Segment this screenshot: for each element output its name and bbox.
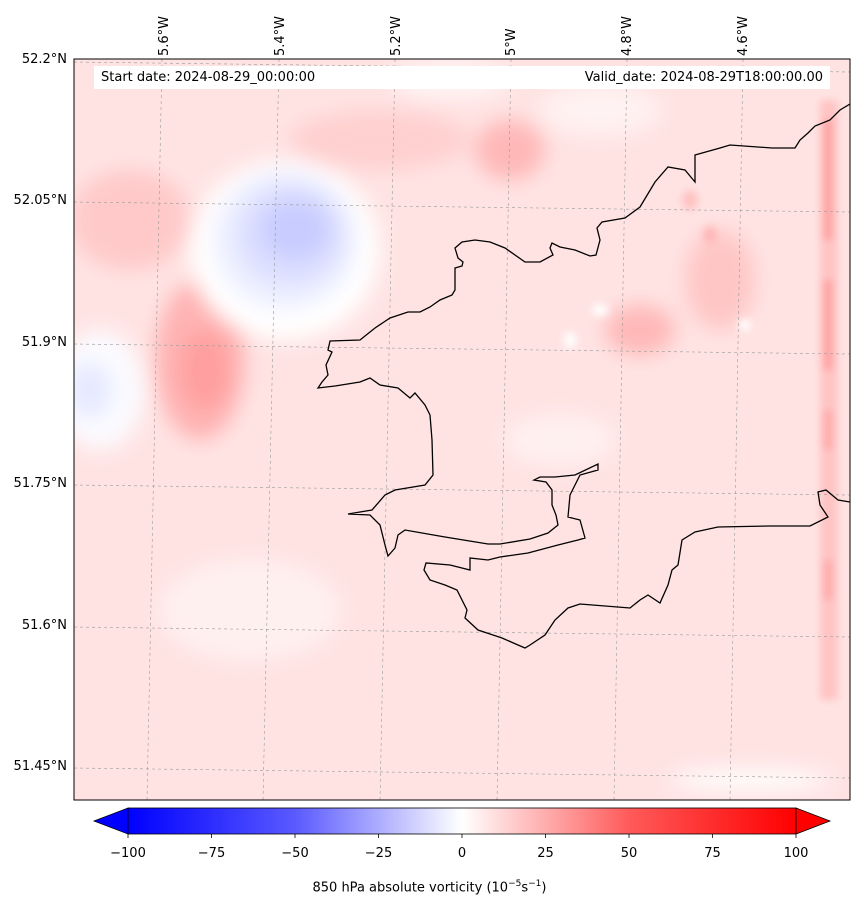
map-frame [73,58,851,801]
colorbar-tick-label: −75 [197,846,226,861]
colorbar-tick-label: 100 [783,846,809,861]
colorbar-tick-label: 25 [537,846,554,861]
colorbar-tick-label: 75 [704,846,721,861]
colorbar-min-arrow [92,807,129,835]
colorbar-tick-label: −50 [281,846,309,861]
colorbar-tick-label: −100 [110,846,146,861]
lat-label: 51.9°N [21,335,67,350]
lat-label: 51.75°N [13,476,67,491]
lat-label: 52.05°N [13,193,67,208]
lon-label: 4.6°W [736,15,751,56]
lon-label: 4.8°W [620,15,635,56]
date-info-box: Start date: 2024-08-29_00:00:00 Valid_da… [94,66,830,89]
colorbar-tick-label: −25 [364,846,393,861]
start-date-text: Start date: 2024-08-29_00:00:00 [101,70,316,85]
vorticity-field [74,59,850,800]
lon-label: 5.2°W [389,15,404,56]
lon-label: 5.4°W [273,15,288,56]
lon-label: 5.6°W [157,15,172,56]
colorbar-tick-label: 50 [620,846,638,861]
colorbar-bar [127,807,797,835]
lat-label: 51.6°N [21,618,67,633]
lat-label: 52.2°N [21,52,67,67]
valid-date-text: Valid_date: 2024-08-29T18:00:00.00 [584,70,823,85]
colorbar [92,807,832,838]
colorbar-max-arrow [795,807,832,835]
lon-label: 5°W [504,28,519,56]
coastline [316,103,850,649]
lat-label: 51.45°N [13,759,67,774]
colorbar-tick-label: 0 [457,846,467,861]
colorbar-label: 850 hPa absolute vorticity (10−5s−1) [312,879,547,896]
